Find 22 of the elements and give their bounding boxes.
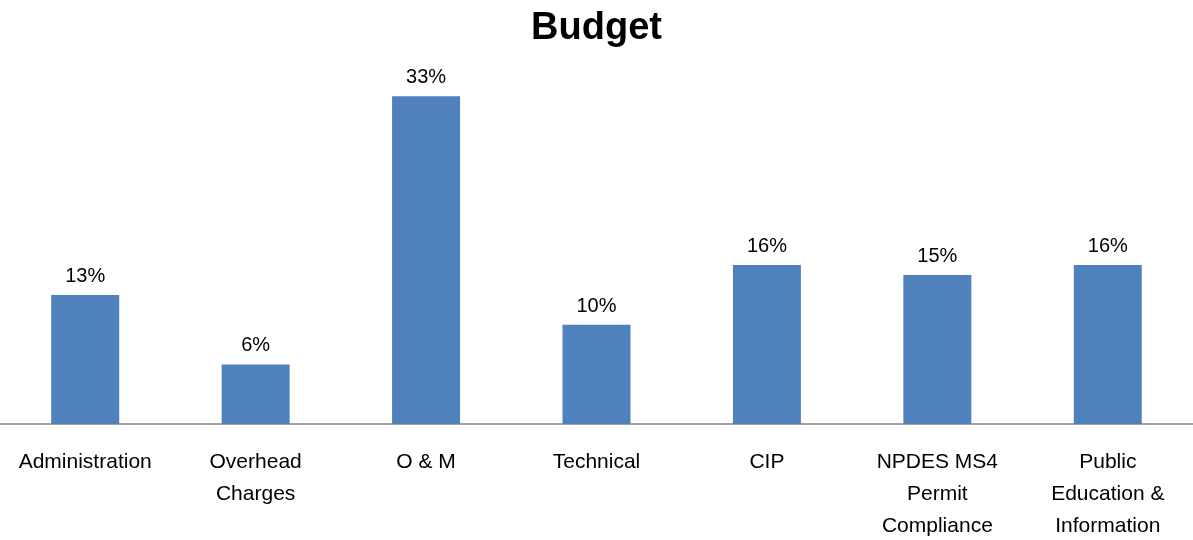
data-label: 10% [576,293,617,316]
data-label: 16% [746,234,788,257]
data-label: 6% [241,333,271,356]
data-label: 33% [406,65,447,88]
x-tick-label: O & M [396,448,456,472]
chart-title: Budget [531,5,663,47]
bar [51,294,120,424]
bar [903,275,972,424]
x-tick-label: NPDES MS4 Permit Compliance [876,448,999,536]
data-label: 16% [1087,234,1129,257]
x-tick-label: Overhead Charges [209,448,302,504]
x-tick-label: Public Education & Information [1051,448,1165,536]
data-label: 15% [917,244,958,267]
x-tick-label: Administration [18,448,152,472]
x-tick-label: CIP [749,448,785,472]
bar [392,96,461,424]
bar [221,364,290,424]
data-label: 13% [65,263,106,286]
x-tick-label: Technical [552,448,641,472]
bar [1073,265,1142,424]
bar [562,324,631,424]
bar [732,265,801,424]
